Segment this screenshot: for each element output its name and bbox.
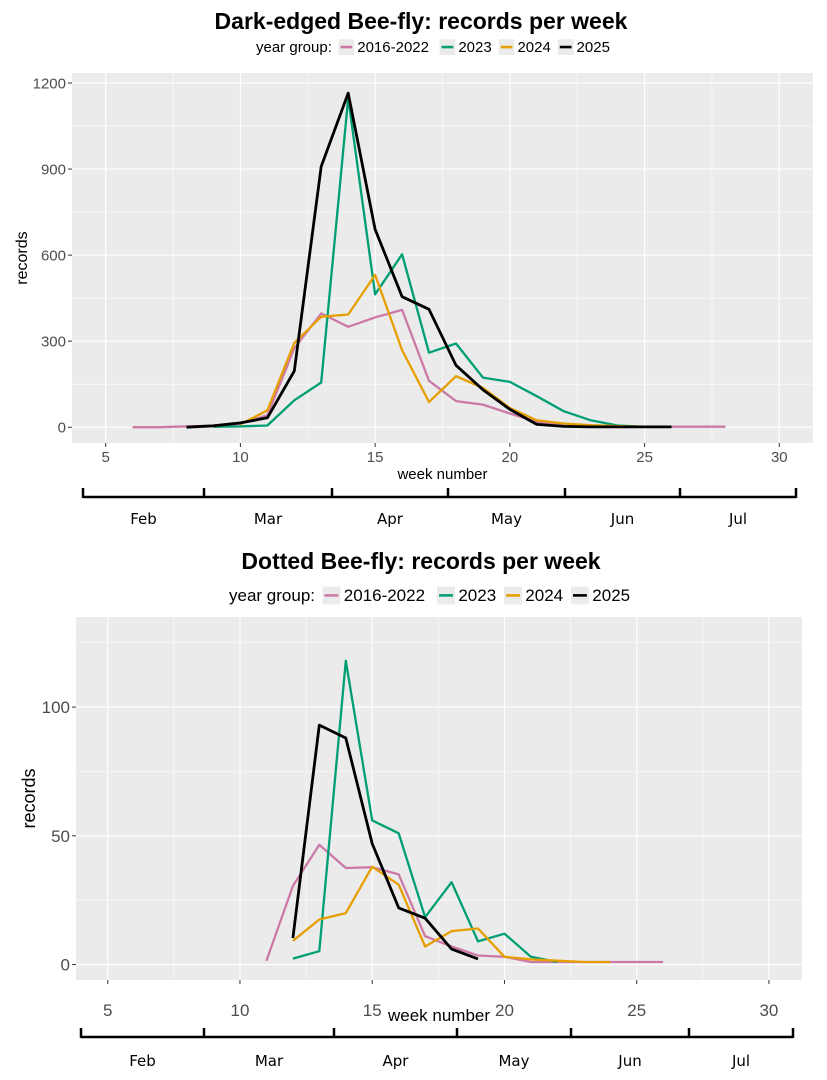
- chart-title: Dotted Bee-fly: records per week: [241, 548, 600, 574]
- x-tick-label: 10: [231, 1001, 250, 1020]
- x-tick-label: 15: [367, 449, 384, 466]
- y-tick-label: 1200: [33, 75, 66, 92]
- legend-label: 2024: [525, 586, 563, 605]
- gridlines: [76, 617, 802, 980]
- legend-label: 2023: [458, 39, 491, 56]
- month-label-feb: Feb: [130, 510, 157, 528]
- x-tick-label: 5: [102, 449, 110, 466]
- x-tick-label: 25: [627, 1001, 646, 1020]
- series-line-2025: [291, 723, 479, 961]
- month-label-jun: Jun: [610, 510, 634, 528]
- month-label-mar: Mar: [254, 510, 283, 528]
- month-label-apr: Apr: [377, 510, 404, 528]
- x-tick-label: 20: [502, 449, 519, 466]
- y-tick-label: 300: [41, 333, 66, 350]
- series-line-2023: [213, 96, 645, 429]
- month-label-may: May: [498, 1052, 529, 1070]
- x-axis-title: week number: [387, 1006, 490, 1025]
- series-line-2025: [186, 91, 672, 429]
- legend-label: 2023: [458, 586, 496, 605]
- y-tick-label: 900: [41, 161, 66, 178]
- x-tick-label: 15: [363, 1001, 382, 1020]
- month-label-apr: Apr: [383, 1052, 410, 1070]
- series-line-2024: [292, 865, 611, 964]
- x-tick-label: 25: [636, 449, 653, 466]
- chart-title: Dark-edged Bee-fly: records per week: [215, 8, 628, 34]
- legend-label: 2025: [592, 586, 630, 605]
- gridlines: [72, 73, 813, 443]
- month-label-jul: Jul: [728, 510, 747, 528]
- dark-edged-bee-fly-chart: Dark-edged Bee-fly: records per week yea…: [14, 8, 813, 528]
- y-tick-label: 0: [61, 956, 70, 975]
- legend-title: year group:: [229, 586, 315, 605]
- month-label-jul: Jul: [731, 1052, 750, 1070]
- axes: 5 10 15 20 25 30 0 50 100: [42, 698, 779, 1020]
- series-lines: [265, 659, 664, 964]
- y-axis-title: records: [14, 231, 31, 284]
- chart-svg: Dotted Bee-fly: records per week year gr…: [19, 548, 802, 1070]
- x-tick-label: 10: [232, 449, 249, 466]
- y-axis-title: records: [19, 768, 39, 828]
- legend-label: 2024: [517, 39, 550, 56]
- legend-label: 2025: [577, 39, 610, 56]
- dotted-bee-fly-chart: Dotted Bee-fly: records per week year gr…: [0, 540, 827, 1080]
- series-line-2024: [239, 273, 645, 428]
- chart-legend: year group: 2016-2022 2023 2024 2025: [229, 586, 630, 605]
- x-tick-label: 20: [495, 1001, 514, 1020]
- month-bracket-axis: Feb Mar Apr May Jun Jul: [79, 1028, 795, 1070]
- y-tick-label: 0: [58, 419, 66, 436]
- chart-svg: Dark-edged Bee-fly: records per week yea…: [14, 8, 813, 528]
- month-label-feb: Feb: [129, 1052, 156, 1070]
- month-label-mar: Mar: [255, 1052, 284, 1070]
- legend-title: year group:: [256, 39, 332, 56]
- month-label-jun: Jun: [617, 1052, 641, 1070]
- y-tick-label: 600: [41, 247, 66, 264]
- x-tick-label: 30: [771, 449, 788, 466]
- x-axis-title: week number: [396, 466, 487, 483]
- chart-legend: year group: 2016-2022 2023 2024 2025: [256, 39, 610, 56]
- y-tick-label: 100: [42, 698, 70, 717]
- plot-panel: [76, 617, 802, 980]
- y-tick-label: 50: [51, 827, 70, 846]
- series-lines: [132, 91, 726, 429]
- legend-label: 2016-2022: [344, 586, 425, 605]
- month-bracket-axis: Feb Mar Apr May Jun Jul: [81, 488, 798, 528]
- legend-label: 2016-2022: [357, 39, 429, 56]
- x-tick-label: 5: [103, 1001, 112, 1020]
- month-label-may: May: [491, 510, 522, 528]
- x-tick-label: 30: [759, 1001, 778, 1020]
